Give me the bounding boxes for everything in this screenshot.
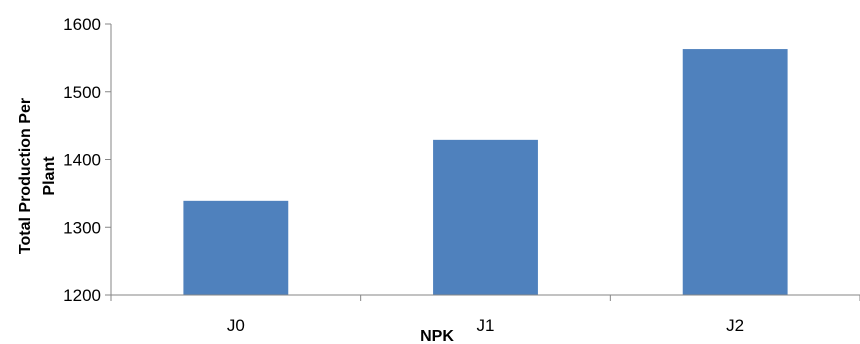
x-tick-label-j0: J0: [227, 316, 245, 335]
y-axis-title: Total Production Per Plant: [17, 98, 58, 254]
bar-j2: [682, 49, 788, 295]
y-tick-label: 1400: [63, 151, 101, 170]
x-axis-ticks: [110, 295, 860, 301]
x-axis-tick-labels: J0 J1 J2: [227, 316, 744, 335]
y-tick-label: 1500: [63, 83, 101, 102]
y-axis-ticks: [105, 23, 111, 296]
bar-j0: [183, 200, 289, 295]
bars: [183, 49, 788, 295]
y-tick-label: 1600: [63, 15, 101, 34]
y-axis-title-line-2: Plant: [41, 156, 58, 196]
y-axis-title-line-1: Total Production Per: [17, 98, 34, 254]
x-tick-label-j2: J2: [726, 316, 744, 335]
y-tick-label: 1200: [63, 286, 101, 305]
x-axis-title: NPK: [420, 328, 454, 344]
bar-j1: [433, 139, 538, 295]
y-tick-label: 1300: [63, 218, 101, 237]
x-tick-label-j1: J1: [477, 316, 495, 335]
y-axis-tick-labels: 1200 1300 1400 1500 1600: [63, 15, 101, 305]
